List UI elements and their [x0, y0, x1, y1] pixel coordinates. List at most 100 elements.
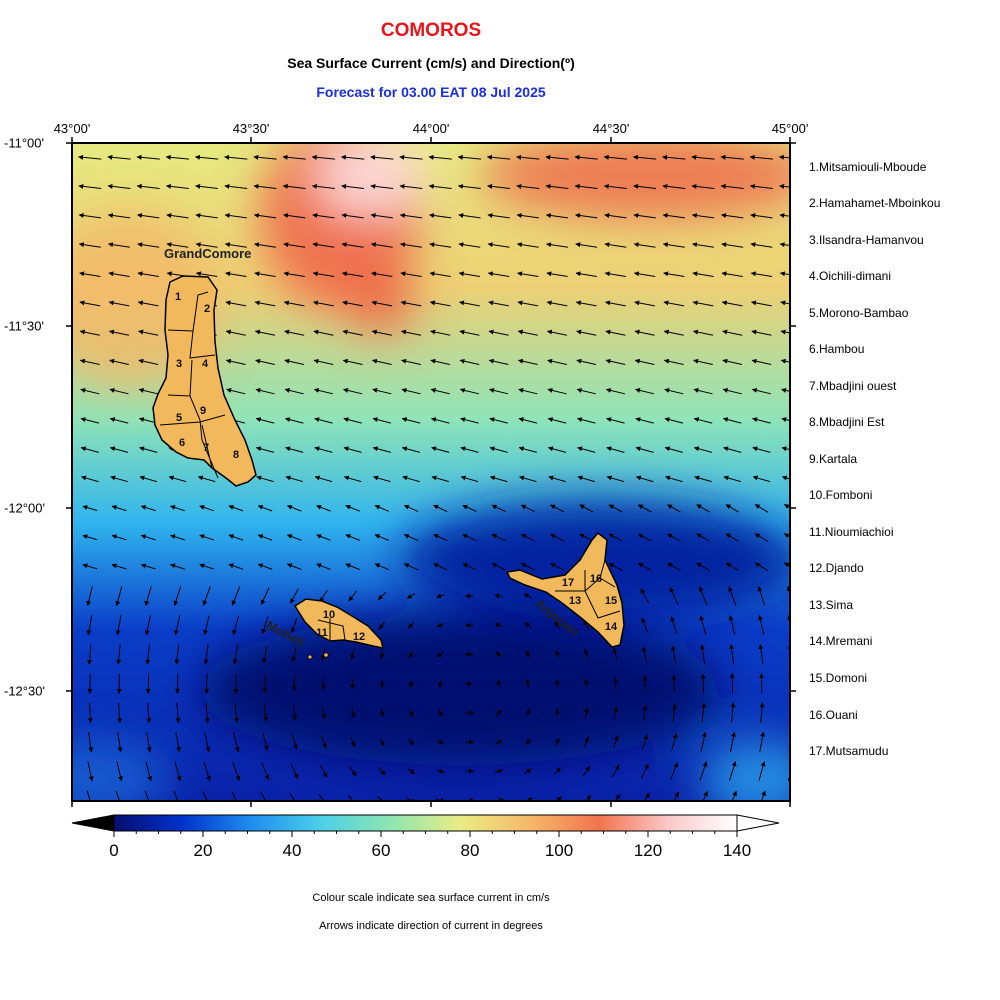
current-arrow [575, 300, 597, 307]
current-arrow [757, 586, 766, 606]
current-arrow [286, 504, 302, 512]
current-arrow [725, 504, 740, 513]
current-arrow [406, 593, 416, 599]
current-arrow [225, 329, 246, 336]
current-arrow [399, 154, 423, 160]
current-arrow [751, 388, 772, 395]
current-arrow [577, 446, 596, 453]
current-arrow [345, 504, 360, 512]
current-arrow [662, 213, 685, 219]
current-arrow [545, 183, 569, 189]
current-arrow [664, 388, 684, 395]
current-arrow [399, 213, 423, 219]
current-arrow [489, 446, 508, 453]
current-arrow [260, 587, 270, 605]
current-arrow [108, 242, 130, 248]
current-arrow [291, 646, 297, 663]
current-arrow [520, 563, 535, 571]
current-arrow [759, 702, 765, 723]
current-arrow [781, 417, 790, 423]
current-arrow [80, 417, 100, 424]
current-arrow [401, 358, 421, 365]
current-arrow [228, 505, 244, 512]
current-arrow [583, 678, 589, 689]
current-arrow [751, 329, 772, 336]
current-arrow [662, 183, 686, 189]
current-arrow [282, 154, 306, 160]
current-arrow [692, 329, 714, 336]
current-arrow [109, 446, 129, 453]
current-arrow [754, 504, 769, 513]
current-arrow [603, 154, 628, 160]
current-arrow [370, 242, 393, 248]
current-arrow [721, 271, 743, 277]
current-arrow [286, 563, 302, 570]
current-arrow [115, 586, 123, 607]
current-arrow [202, 586, 211, 606]
current-arrow [429, 242, 452, 248]
current-arrow [225, 271, 247, 277]
current-arrow [576, 358, 597, 365]
current-arrow [226, 388, 246, 395]
map-subtitle: Sea Surface Current (cm/s) and Direction… [287, 55, 575, 71]
current-arrow [314, 446, 333, 453]
current-arrow [576, 388, 596, 395]
current-arrow [341, 213, 364, 219]
current-arrow [88, 732, 94, 753]
region-number-16: 16 [590, 573, 602, 585]
current-arrow [458, 242, 481, 248]
current-arrow [608, 562, 623, 571]
current-arrow [109, 417, 129, 424]
current-arrow [165, 154, 190, 160]
current-arrow [700, 673, 706, 694]
current-arrow [751, 300, 772, 307]
current-arrow [108, 300, 130, 307]
current-arrow [400, 271, 422, 277]
current-arrow [429, 213, 452, 219]
current-arrow [374, 563, 390, 571]
current-arrow [546, 329, 568, 336]
current-arrow [117, 702, 123, 724]
current-arrow [282, 183, 306, 189]
colorbar-low-triangle [71, 814, 115, 832]
current-arrow [175, 702, 181, 724]
current-arrow [341, 271, 364, 277]
current-arrow [115, 615, 122, 636]
current-arrow [373, 475, 391, 483]
current-arrow [459, 329, 480, 336]
current-arrow [312, 271, 335, 277]
current-arrow [752, 417, 771, 424]
current-arrow [779, 183, 790, 189]
current-arrow [399, 183, 423, 189]
colorbar-gradient [113, 814, 738, 832]
current-arrow [693, 417, 713, 424]
current-arrow [729, 644, 735, 665]
current-arrow [608, 504, 623, 513]
current-arrow [634, 300, 655, 307]
current-arrow [696, 533, 710, 542]
lon-label-45-00: 45°00' [771, 121, 809, 136]
current-arrow [664, 417, 684, 424]
colorbar-label-140: 140 [722, 841, 752, 860]
current-arrow [145, 761, 153, 782]
current-arrow [348, 590, 358, 602]
current-arrow [583, 736, 590, 748]
current-arrow [780, 300, 790, 306]
current-arrow [262, 733, 269, 751]
current-arrow [408, 708, 414, 717]
current-arrow [314, 417, 333, 424]
current-arrow [554, 708, 560, 717]
current-arrow [204, 732, 211, 753]
current-arrow [374, 504, 390, 512]
current-arrow [108, 329, 130, 336]
current-arrow [370, 154, 394, 160]
current-arrow [254, 329, 276, 336]
current-arrow [319, 589, 328, 603]
current-arrow [778, 154, 790, 160]
current-arrow [144, 586, 152, 607]
current-arrow [402, 475, 420, 483]
current-arrow [459, 358, 480, 365]
current-arrow [232, 761, 241, 782]
current-arrow [487, 271, 510, 277]
current-arrow [401, 446, 421, 453]
